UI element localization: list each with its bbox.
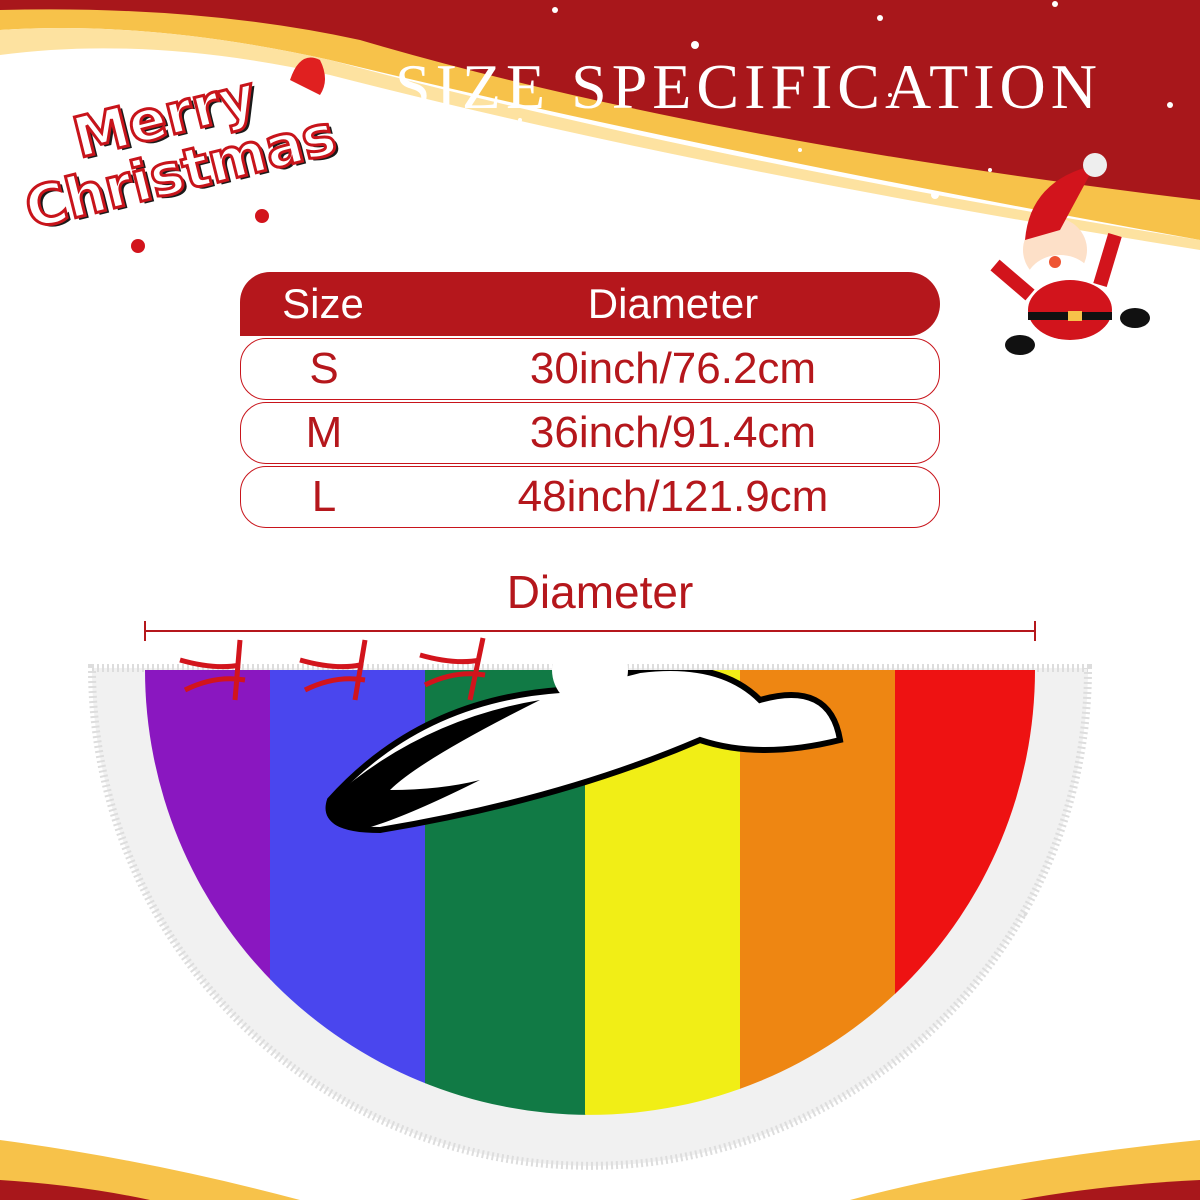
diameter-label: Diameter <box>506 566 694 618</box>
diameter-dimension-line <box>144 621 1036 641</box>
table-row: S 30inch/76.2cm <box>240 338 940 400</box>
header-size: Size <box>282 280 364 327</box>
table-row: L 48inch/121.9cm <box>240 466 940 528</box>
center-hole <box>552 632 628 708</box>
table-row: M 36inch/91.4cm <box>240 402 940 464</box>
header-diameter: Diameter <box>587 280 759 327</box>
ribbon-ties <box>179 637 486 701</box>
snowflakes <box>518 1 1173 199</box>
merry-christmas-logo: Merry Christmas <box>17 62 344 244</box>
diameter-cell: 30inch/76.2cm <box>529 344 817 393</box>
diameter-cell: 36inch/91.4cm <box>529 408 817 457</box>
size-cell: L <box>311 472 337 521</box>
table-header: Size Diameter <box>240 272 940 336</box>
diameter-cell: 48inch/121.9cm <box>517 472 829 521</box>
size-cell: M <box>305 408 343 457</box>
santa-illustration <box>990 153 1150 355</box>
size-table: Size Diameter S 30inch/76.2cm M 36inch/9… <box>240 272 940 528</box>
christmas-ornaments <box>131 57 325 253</box>
page-title: SIZE SPECIFICATION <box>395 51 1102 122</box>
size-cell: S <box>309 344 339 393</box>
